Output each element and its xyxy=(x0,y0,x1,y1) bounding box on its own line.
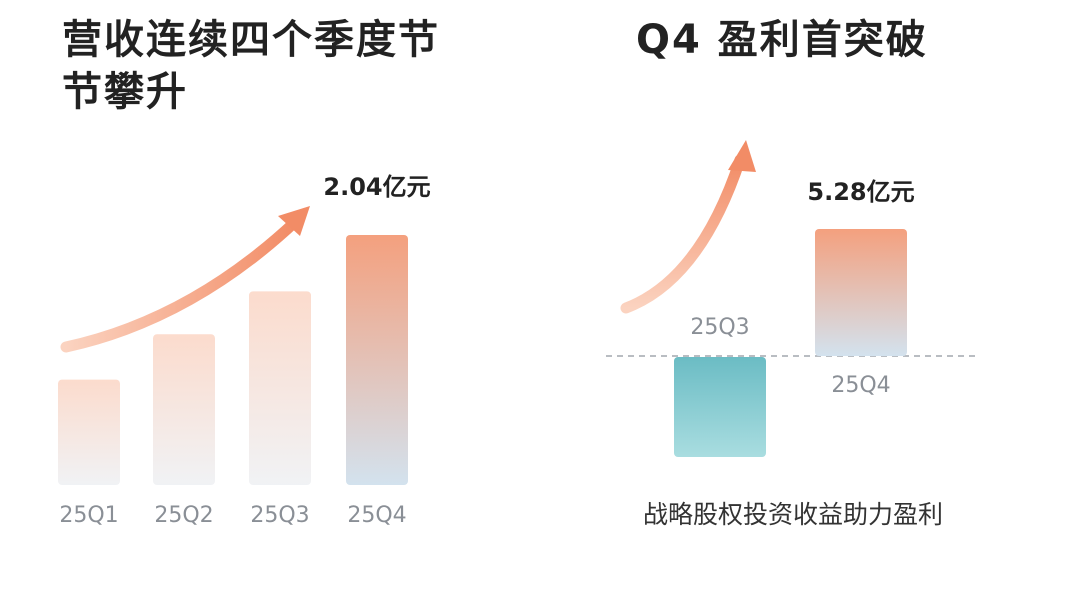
x-tick-label: 25Q2 xyxy=(154,503,213,528)
trend-arrow xyxy=(60,216,301,353)
x-tick-label: 25Q3 xyxy=(690,315,749,340)
x-tick-label: 25Q1 xyxy=(59,503,118,528)
x-tick-label: 25Q4 xyxy=(831,373,890,398)
bar xyxy=(346,235,408,485)
chart-title: Q4 盈利首突破 xyxy=(636,17,928,63)
bar xyxy=(674,357,766,458)
bar xyxy=(249,291,311,485)
trend-arrow xyxy=(620,154,746,314)
bar xyxy=(815,229,907,356)
chart-title: 营收连续四个季度节节攀升 xyxy=(62,17,440,115)
x-tick-label: 25Q3 xyxy=(250,503,309,528)
arrow-head xyxy=(728,140,756,172)
value-label: 2.04亿元 xyxy=(323,173,430,201)
x-tick-label: 25Q4 xyxy=(347,503,406,528)
annotation: 战略股权投资收益助力盈利 xyxy=(643,500,943,529)
bar xyxy=(58,379,120,485)
bar xyxy=(153,334,215,485)
value-label: 5.28亿元 xyxy=(807,178,914,206)
arrow-head xyxy=(278,206,310,236)
